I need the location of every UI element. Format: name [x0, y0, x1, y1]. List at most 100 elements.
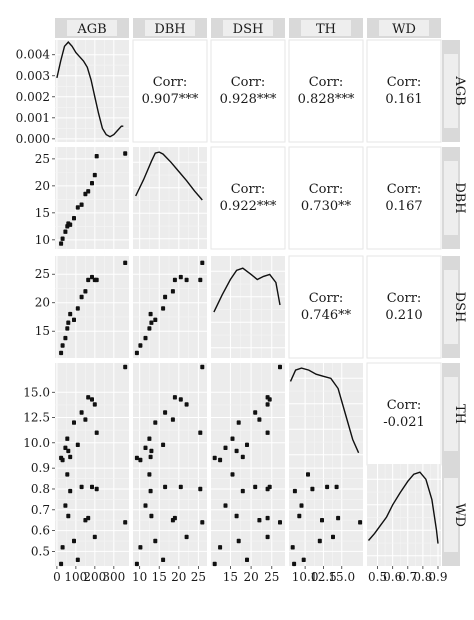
data-point [218, 545, 223, 550]
data-point [65, 472, 70, 477]
data-point [198, 486, 203, 492]
data-point [143, 503, 148, 508]
density-panel [289, 363, 363, 465]
strip-right-label-bg [444, 270, 458, 344]
data-point [161, 557, 166, 562]
data-point [63, 503, 68, 508]
data-point [94, 277, 99, 283]
y-tick-label: 15 [35, 206, 50, 220]
corr-value: 0.210 [385, 308, 422, 323]
data-point [292, 488, 297, 494]
data-point [297, 513, 302, 519]
data-point [265, 515, 270, 521]
strip-right-label-bg [444, 161, 458, 235]
data-point [149, 320, 154, 325]
panel-grid [133, 147, 207, 249]
x-tick-label: 25 [191, 570, 206, 584]
data-point [63, 335, 68, 341]
x-tick-label: 10 [132, 570, 147, 584]
scatter-wd-vs-th [290, 472, 363, 567]
panel-grid [55, 40, 129, 142]
data-point [134, 561, 139, 567]
y-tick-label: 0.002 [16, 90, 50, 104]
y-tick-label: 0.5 [31, 544, 50, 558]
data-point [72, 216, 76, 221]
data-point [184, 277, 189, 283]
data-point [200, 364, 205, 370]
y-tick-label: 0.9 [31, 461, 50, 475]
data-point [212, 455, 217, 461]
x-tick-label: 0.6 [383, 570, 402, 584]
x-tick-label: 0 [53, 570, 61, 584]
data-point [86, 189, 91, 194]
x-tick-label: 15.0 [328, 570, 355, 584]
data-point [123, 151, 128, 156]
data-point [143, 335, 148, 341]
data-point [94, 486, 99, 492]
data-point [75, 557, 80, 562]
data-point [234, 448, 239, 454]
data-point [236, 538, 241, 544]
data-point [72, 538, 76, 544]
data-point [147, 326, 152, 331]
panel-grid [55, 147, 129, 249]
corr-value: 0.907*** [142, 92, 199, 107]
data-point [198, 277, 203, 283]
data-point [83, 417, 88, 422]
x-tick-label: 0.8 [413, 570, 432, 584]
data-point [92, 534, 97, 540]
data-point [265, 430, 270, 435]
panel-grid [211, 464, 285, 566]
density-panel [211, 256, 285, 358]
corr-value: 0.167 [385, 199, 422, 214]
corr-label: Corr: [309, 182, 344, 197]
panel-grid [55, 464, 129, 566]
data-point [265, 534, 270, 540]
data-point [66, 513, 71, 519]
corr-panel [366, 39, 442, 143]
y-tick-label: 25 [35, 267, 50, 281]
panel-grid [133, 256, 207, 358]
corr-panel [288, 39, 364, 143]
data-point [65, 326, 70, 331]
data-point [59, 350, 64, 356]
data-point [292, 561, 297, 567]
data-point [79, 410, 84, 415]
data-point [178, 274, 183, 280]
data-point [83, 289, 88, 294]
y-tick-label: 20 [35, 179, 50, 193]
data-point [299, 503, 304, 508]
y-tick-label: 0.8 [31, 482, 50, 496]
scatter-th-vs-dbh [134, 364, 205, 463]
corr-label: Corr: [153, 75, 188, 90]
data-point [218, 457, 223, 463]
data-point [134, 455, 139, 461]
data-point [223, 445, 228, 450]
data-point [75, 205, 80, 210]
data-point [147, 472, 152, 477]
data-point [75, 306, 80, 311]
data-point [161, 442, 166, 447]
data-point [148, 454, 153, 460]
data-point [290, 545, 295, 550]
corr-label: Corr: [309, 291, 344, 306]
corr-panel [366, 362, 442, 466]
data-point [163, 410, 168, 415]
data-point [358, 520, 363, 525]
data-point [60, 343, 65, 348]
scatter-panel [289, 464, 363, 566]
data-point [265, 402, 270, 407]
data-point [301, 557, 306, 562]
data-point [198, 430, 203, 435]
data-point [334, 484, 339, 490]
x-tick-label: 20 [243, 570, 258, 584]
panel-grid [133, 464, 207, 566]
y-tick-label: 0.003 [16, 69, 50, 83]
x-tick-label: 200 [83, 570, 106, 584]
x-tick-label: 12.5 [310, 570, 337, 584]
strip-right-label-th: TH [452, 404, 467, 424]
strip-label-dbh: DBH [154, 22, 185, 37]
data-point [172, 515, 177, 521]
strip-label-th: TH [316, 22, 336, 37]
